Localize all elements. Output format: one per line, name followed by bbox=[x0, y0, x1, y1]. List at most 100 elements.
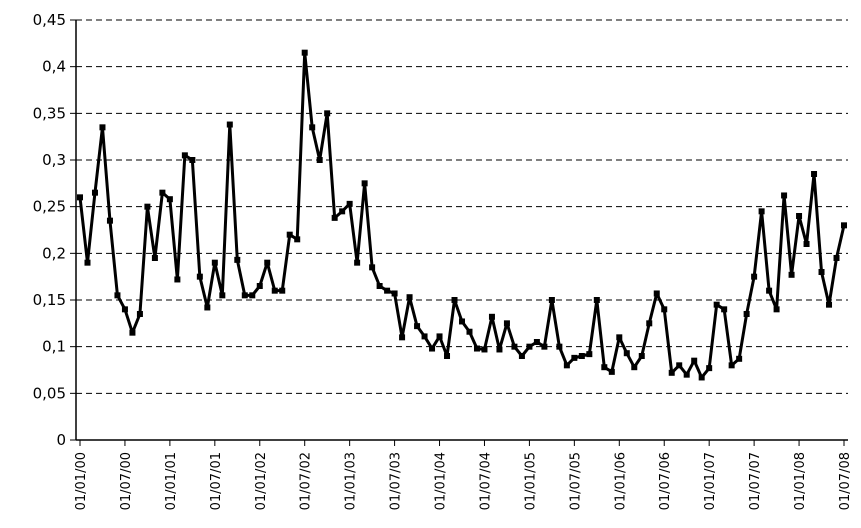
y-tick-label: 0,45 bbox=[33, 11, 66, 29]
data-point bbox=[631, 364, 638, 371]
x-tick-label: 01/07/03 bbox=[389, 452, 404, 510]
data-point bbox=[241, 292, 248, 299]
data-point bbox=[451, 297, 458, 303]
data-point bbox=[391, 290, 398, 297]
data-point bbox=[496, 346, 503, 353]
data-point bbox=[833, 255, 840, 261]
data-point bbox=[691, 357, 698, 364]
y-tick-label: 0,25 bbox=[33, 198, 66, 216]
data-point bbox=[803, 241, 810, 247]
data-point bbox=[309, 124, 316, 131]
y-tick-label: 0,05 bbox=[33, 384, 66, 402]
data-point bbox=[399, 334, 406, 341]
data-point bbox=[586, 351, 593, 358]
data-point bbox=[563, 362, 570, 369]
data-point bbox=[279, 287, 286, 294]
data-point bbox=[384, 287, 391, 294]
data-point bbox=[324, 110, 331, 117]
data-point bbox=[511, 343, 518, 350]
data-point bbox=[766, 287, 773, 294]
data-point bbox=[421, 333, 428, 340]
data-point bbox=[234, 256, 241, 263]
data-point bbox=[503, 320, 510, 327]
data-point bbox=[429, 345, 436, 352]
x-tick-label: 01/01/01 bbox=[164, 452, 179, 510]
data-point bbox=[346, 200, 353, 207]
data-point bbox=[84, 259, 91, 266]
data-point bbox=[616, 334, 623, 341]
data-point bbox=[466, 328, 473, 335]
data-point bbox=[758, 208, 765, 215]
gridlines bbox=[76, 19, 848, 394]
data-point bbox=[541, 343, 548, 350]
data-point bbox=[114, 292, 121, 299]
x-tick-label: 01/07/01 bbox=[209, 452, 224, 510]
data-point bbox=[151, 255, 158, 261]
data-point bbox=[488, 313, 495, 320]
data-point bbox=[818, 269, 825, 275]
data-point bbox=[99, 124, 106, 131]
data-point bbox=[91, 189, 98, 196]
data-point bbox=[548, 297, 555, 303]
x-tick-label: 01/01/00 bbox=[74, 452, 89, 510]
data-point bbox=[713, 301, 720, 308]
data-point bbox=[301, 49, 308, 56]
data-point bbox=[841, 222, 847, 229]
data-point bbox=[316, 157, 323, 163]
data-point bbox=[211, 259, 218, 266]
data-point bbox=[533, 339, 540, 345]
data-point bbox=[623, 350, 630, 357]
data-point bbox=[294, 236, 301, 243]
data-point bbox=[526, 343, 533, 350]
data-point bbox=[796, 213, 803, 219]
y-axis-ticks: 0 0,05 0,1 0,15 0,2 0,25 0,3 0,35 0,4 0,45 bbox=[33, 11, 76, 449]
data-point bbox=[174, 276, 181, 283]
data-point bbox=[444, 353, 451, 359]
data-point bbox=[361, 180, 368, 187]
data-point bbox=[698, 374, 705, 381]
data-point bbox=[788, 271, 795, 278]
data-point bbox=[683, 371, 690, 378]
data-point bbox=[106, 217, 113, 224]
series-markers bbox=[77, 49, 847, 381]
data-point bbox=[781, 192, 788, 199]
y-tick-label: 0,4 bbox=[42, 58, 66, 76]
data-point bbox=[264, 259, 271, 266]
data-point bbox=[406, 294, 413, 301]
data-point bbox=[436, 333, 443, 340]
data-point bbox=[121, 306, 128, 313]
data-point bbox=[601, 364, 608, 371]
x-tick-label: 01/07/02 bbox=[299, 452, 314, 510]
x-tick-label: 01/07/04 bbox=[478, 452, 493, 510]
y-tick-label: 0,3 bbox=[42, 151, 66, 169]
data-point bbox=[376, 283, 383, 289]
data-point bbox=[129, 329, 136, 336]
data-point bbox=[556, 343, 563, 350]
data-point bbox=[751, 273, 758, 280]
data-point bbox=[661, 306, 668, 313]
x-tick-label: 01/01/07 bbox=[703, 452, 718, 510]
data-point bbox=[459, 318, 465, 325]
data-point bbox=[219, 292, 226, 299]
data-point bbox=[728, 362, 735, 369]
data-point bbox=[331, 214, 338, 221]
x-tick-label: 01/01/06 bbox=[613, 452, 628, 510]
data-point bbox=[181, 152, 188, 159]
y-tick-label: 0,2 bbox=[42, 244, 66, 262]
data-point bbox=[608, 368, 615, 375]
x-tick-label: 01/01/04 bbox=[434, 452, 449, 510]
y-tick-label: 0,35 bbox=[33, 104, 66, 122]
x-tick-label: 01/07/08 bbox=[838, 452, 853, 510]
data-point bbox=[518, 353, 525, 359]
data-point bbox=[256, 283, 263, 289]
data-point bbox=[196, 273, 203, 280]
data-point bbox=[204, 304, 211, 311]
data-point bbox=[473, 345, 480, 352]
data-point bbox=[721, 306, 728, 313]
data-point bbox=[77, 194, 83, 201]
x-tick-label: 01/07/06 bbox=[658, 452, 673, 510]
data-point bbox=[578, 353, 585, 359]
data-point bbox=[773, 306, 780, 313]
x-tick-label: 01/07/05 bbox=[568, 452, 583, 510]
